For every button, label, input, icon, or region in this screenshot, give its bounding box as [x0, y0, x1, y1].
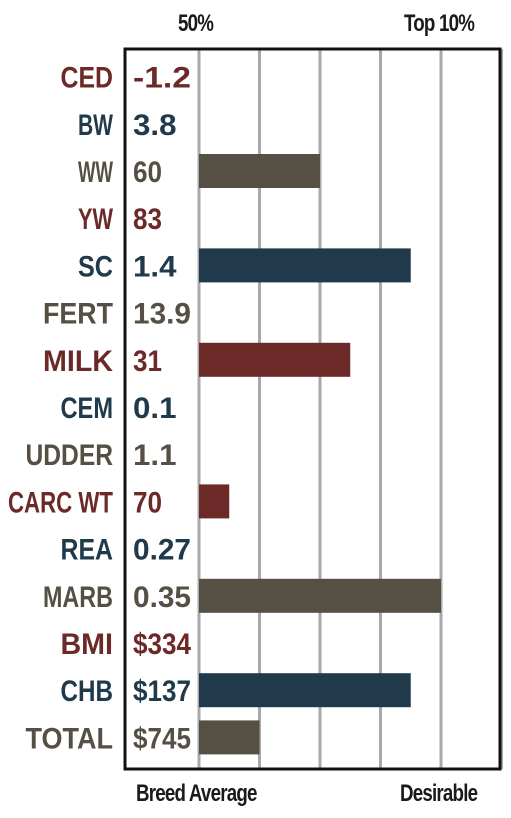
- value-label-ww: 60: [133, 156, 162, 189]
- trait-label-marb: MARB: [43, 581, 113, 614]
- trait-label-total: TOTAL: [26, 722, 114, 755]
- trait-label-rea: REA: [61, 534, 114, 567]
- header-fifty-percent-label: 50%: [178, 10, 214, 37]
- row-labels: CED -1.2 BW 3.8 WW 60 YW 83 SC 1.4 FERT 13.9 MILK 31 C…: [8, 62, 191, 756]
- value-label-yw: 83: [133, 203, 162, 236]
- bar-total: [199, 720, 260, 755]
- trait-label-yw: YW: [78, 203, 113, 236]
- value-label-total: $745: [133, 722, 191, 755]
- value-label-udder: 1.1: [133, 439, 177, 472]
- bar-carc-wt: [199, 484, 230, 519]
- value-label-cem: 0.1: [133, 392, 177, 425]
- trait-label-milk: MILK: [43, 345, 113, 378]
- value-label-bw: 3.8: [133, 109, 177, 142]
- trait-label-udder: UDDER: [26, 439, 114, 472]
- trait-label-ced: CED: [61, 62, 114, 95]
- bar-marb: [199, 578, 441, 613]
- header-top-ten-label: Top 10%: [404, 10, 475, 37]
- trait-label-cem: CEM: [61, 392, 114, 425]
- trait-label-chb: CHB: [61, 675, 114, 708]
- trait-label-bmi: BMI: [61, 628, 114, 661]
- value-label-ced: -1.2: [133, 62, 191, 95]
- value-label-fert: 13.9: [133, 298, 191, 331]
- bar-milk: [199, 342, 351, 377]
- value-label-milk: 31: [133, 345, 162, 378]
- footer-desirable-label: Desirable: [400, 780, 478, 807]
- bars: [199, 154, 441, 755]
- bar-ww: [199, 154, 320, 188]
- bar-sc: [199, 248, 411, 283]
- trait-label-ww: WW: [78, 156, 113, 189]
- value-label-sc: 1.4: [133, 250, 177, 283]
- footer-breed-average-label: Breed Average: [136, 780, 257, 807]
- bar-chb: [199, 673, 411, 708]
- value-label-chb: $137: [133, 675, 191, 708]
- trait-label-bw: BW: [78, 109, 113, 142]
- value-label-bmi: $334: [133, 628, 191, 661]
- trait-label-fert: FERT: [43, 298, 113, 331]
- value-label-marb: 0.35: [133, 581, 191, 614]
- trait-label-sc: SC: [78, 250, 113, 283]
- chart-frame: [123, 47, 502, 771]
- value-label-rea: 0.27: [133, 534, 191, 567]
- value-label-carc-wt: 70: [133, 486, 162, 519]
- trait-label-carc-wt: CARC WT: [8, 486, 113, 519]
